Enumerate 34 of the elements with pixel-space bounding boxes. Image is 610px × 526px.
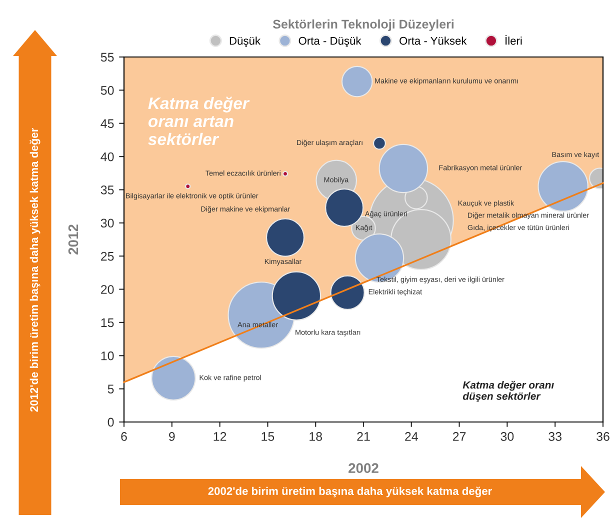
y-tick-label: 50 xyxy=(100,86,114,95)
x-tick-label: 33 xyxy=(548,432,562,441)
x-tick-label: 27 xyxy=(452,432,466,441)
x-tick-label: 18 xyxy=(310,432,322,441)
y-tick-label: 55 xyxy=(100,52,114,62)
y-tick-label: 20 xyxy=(101,285,114,294)
y-tick-label: 35 xyxy=(100,186,114,194)
legend-label: Düşük xyxy=(230,36,261,47)
y-tick-label: 15 xyxy=(101,318,114,328)
annotation: Katma değer oranı düşen sektörler xyxy=(462,380,554,402)
y-tick-label: 25 xyxy=(101,252,114,261)
y-tick-label: 40 xyxy=(100,152,114,162)
x-axis-title: 2002 xyxy=(348,463,378,474)
x-tick-label: 36 xyxy=(596,432,610,441)
annotation: Katma değer oranı artan sektörler xyxy=(148,96,250,146)
legend-label: Orta - Düşük xyxy=(298,36,362,47)
x-tick-label: 24 xyxy=(405,432,418,441)
y-tick-label: 45 xyxy=(100,119,114,128)
y-tick-label: 0 xyxy=(108,418,114,427)
x-tick-label: 21 xyxy=(357,432,370,441)
text: 2002'de birim üretim başına daha yüksek katma değer xyxy=(208,486,492,498)
y-tick-label: 30 xyxy=(100,218,114,228)
y-tick-label: 10 xyxy=(101,351,114,360)
x-tick-label: 9 xyxy=(169,432,175,441)
y-tick-label: 5 xyxy=(108,384,114,394)
x-tick-label: 30 xyxy=(500,432,514,441)
y-axis-title: 2012 xyxy=(68,224,78,254)
text: 2012'de birim üretim başına daha yüksek katma değer xyxy=(30,128,40,412)
legend-title: Sektörlerin Teknoloji Düzeyleri xyxy=(272,19,454,32)
x-tick-label: 15 xyxy=(262,432,274,441)
x-tick-label: 6 xyxy=(121,432,127,441)
legend-label: Orta - Yüksek xyxy=(400,36,467,45)
legend-label: İleri xyxy=(506,35,522,45)
x-tick-label: 12 xyxy=(214,432,226,441)
